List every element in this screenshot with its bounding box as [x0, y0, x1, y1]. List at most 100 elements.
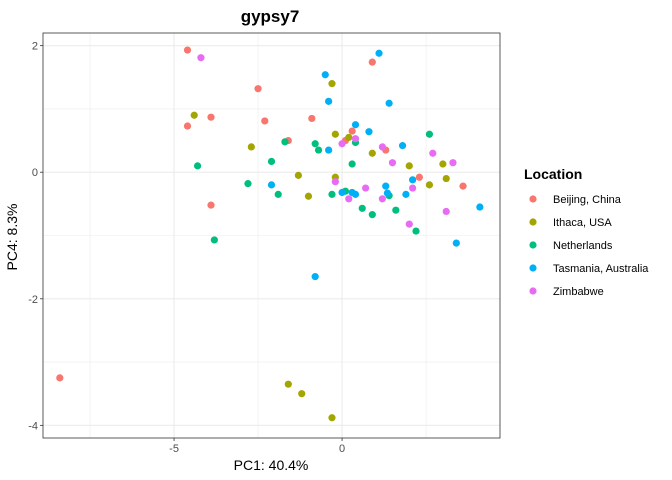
data-points — [56, 46, 484, 422]
data-point — [402, 190, 410, 198]
data-point — [183, 46, 192, 54]
legend-label: Netherlands — [553, 240, 613, 252]
data-point — [190, 111, 198, 119]
data-point — [368, 211, 376, 219]
x-axis-ticks: -5 0 — [169, 438, 345, 455]
data-point — [207, 201, 215, 209]
legend-key — [529, 195, 537, 203]
data-point — [328, 190, 336, 198]
data-point — [210, 236, 218, 244]
x-tick-label: -5 — [169, 443, 179, 455]
data-point — [304, 192, 313, 200]
data-point — [442, 174, 450, 183]
data-point — [314, 146, 323, 154]
data-point — [328, 414, 336, 422]
data-point — [358, 204, 366, 212]
legend-key — [529, 264, 537, 272]
data-point — [56, 374, 64, 382]
data-point — [415, 173, 423, 181]
data-point — [368, 149, 376, 157]
data-point — [439, 160, 447, 168]
legend-title: Location — [524, 166, 582, 182]
data-point — [338, 188, 346, 197]
data-point — [338, 140, 346, 148]
data-point — [325, 146, 333, 154]
data-point — [452, 239, 460, 247]
data-point — [425, 130, 434, 138]
data-point — [308, 114, 316, 123]
data-point — [361, 184, 370, 192]
data-point — [325, 97, 333, 105]
data-point — [442, 207, 450, 216]
x-tick-label: 0 — [339, 443, 345, 455]
data-point — [267, 157, 276, 166]
minor-gridlines — [43, 33, 500, 438]
data-point — [244, 180, 252, 188]
data-point — [348, 127, 356, 135]
data-point — [261, 117, 269, 125]
data-point — [383, 189, 392, 197]
legend-key — [529, 241, 537, 249]
data-point — [459, 182, 467, 190]
y-axis-title: PC4: 8.3% — [4, 204, 20, 271]
data-point — [365, 128, 373, 136]
y-tick-label: -4 — [28, 420, 38, 432]
data-point — [311, 140, 319, 148]
data-point — [449, 159, 457, 167]
y-tick-label: 0 — [32, 167, 38, 179]
data-point — [197, 54, 205, 62]
y-tick-label: -2 — [28, 294, 38, 306]
data-point — [284, 380, 292, 388]
plot-border — [42, 32, 501, 439]
data-point — [388, 159, 397, 167]
legend-key — [529, 218, 537, 226]
legend-label: Tasmania, Australia — [553, 263, 649, 275]
y-tick-label: 2 — [32, 41, 38, 53]
data-point — [331, 178, 339, 186]
data-point — [409, 184, 417, 192]
data-point — [382, 182, 390, 190]
data-point — [476, 203, 484, 211]
y-axis-ticks: -4 -2 0 2 — [28, 41, 43, 432]
legend-label: Ithaca, USA — [553, 217, 612, 229]
data-point — [351, 190, 360, 198]
data-point — [207, 113, 215, 121]
data-point — [274, 190, 282, 198]
legend-label: Zimbabwe — [553, 286, 604, 298]
legend: Location Beijing, China Ithaca, USA Nether… — [524, 166, 649, 298]
data-point — [375, 49, 383, 57]
data-point — [345, 195, 353, 203]
data-point — [311, 273, 319, 281]
data-point — [345, 133, 353, 142]
data-point — [254, 85, 262, 93]
data-point — [328, 80, 336, 88]
data-point — [392, 206, 400, 214]
data-point — [294, 171, 302, 179]
data-point — [351, 121, 360, 129]
data-point — [368, 58, 376, 66]
data-point — [298, 390, 306, 398]
data-point — [409, 176, 417, 184]
data-point — [405, 162, 413, 170]
data-point — [425, 181, 434, 189]
data-point — [321, 71, 329, 79]
data-point — [429, 149, 437, 157]
data-point — [378, 195, 386, 203]
data-point — [378, 143, 386, 151]
chart-title: gypsy7 — [241, 7, 300, 26]
data-point — [412, 227, 420, 235]
major-gridlines — [43, 33, 500, 438]
data-point — [385, 99, 393, 107]
legend-label: Beijing, China — [553, 194, 622, 206]
x-axis-title: PC1: 40.4% — [234, 457, 309, 473]
data-point — [183, 122, 192, 130]
data-point — [193, 162, 202, 170]
legend-key — [529, 287, 537, 295]
data-point — [398, 142, 407, 150]
data-point — [281, 138, 289, 146]
data-point — [405, 220, 413, 228]
data-point — [348, 160, 356, 168]
data-point — [247, 143, 255, 151]
data-point — [267, 181, 276, 189]
